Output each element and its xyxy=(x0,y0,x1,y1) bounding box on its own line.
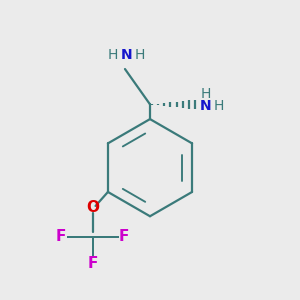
Text: N: N xyxy=(200,99,212,113)
Text: F: F xyxy=(56,230,66,244)
Text: H: H xyxy=(108,48,119,62)
Text: F: F xyxy=(119,230,129,244)
Text: H: H xyxy=(214,99,224,113)
Text: O: O xyxy=(86,200,99,215)
Text: N: N xyxy=(121,48,132,62)
Text: H: H xyxy=(134,48,145,62)
Text: F: F xyxy=(87,256,98,272)
Text: H: H xyxy=(201,87,211,101)
